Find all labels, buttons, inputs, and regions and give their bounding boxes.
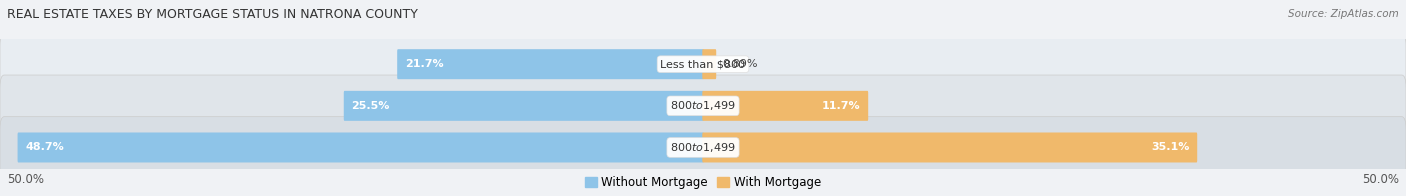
Text: 50.0%: 50.0% xyxy=(1362,173,1399,186)
Text: $800 to $1,499: $800 to $1,499 xyxy=(671,141,735,154)
Text: $800 to $1,499: $800 to $1,499 xyxy=(671,99,735,112)
Text: REAL ESTATE TAXES BY MORTGAGE STATUS IN NATRONA COUNTY: REAL ESTATE TAXES BY MORTGAGE STATUS IN … xyxy=(7,8,418,21)
Text: 11.7%: 11.7% xyxy=(823,101,860,111)
FancyBboxPatch shape xyxy=(343,91,704,121)
FancyBboxPatch shape xyxy=(0,75,1406,137)
Text: 50.0%: 50.0% xyxy=(7,173,44,186)
FancyBboxPatch shape xyxy=(398,49,704,79)
FancyBboxPatch shape xyxy=(703,132,1198,162)
FancyBboxPatch shape xyxy=(703,91,868,121)
Text: 21.7%: 21.7% xyxy=(405,59,443,69)
FancyBboxPatch shape xyxy=(703,49,716,79)
FancyBboxPatch shape xyxy=(0,33,1406,95)
Text: Less than $800: Less than $800 xyxy=(661,59,745,69)
Text: 0.89%: 0.89% xyxy=(723,59,758,69)
Legend: Without Mortgage, With Mortgage: Without Mortgage, With Mortgage xyxy=(581,171,825,193)
Text: 25.5%: 25.5% xyxy=(352,101,389,111)
FancyBboxPatch shape xyxy=(17,132,704,162)
Text: 48.7%: 48.7% xyxy=(25,142,65,152)
Text: 35.1%: 35.1% xyxy=(1152,142,1189,152)
FancyBboxPatch shape xyxy=(0,117,1406,178)
Text: Source: ZipAtlas.com: Source: ZipAtlas.com xyxy=(1288,9,1399,19)
